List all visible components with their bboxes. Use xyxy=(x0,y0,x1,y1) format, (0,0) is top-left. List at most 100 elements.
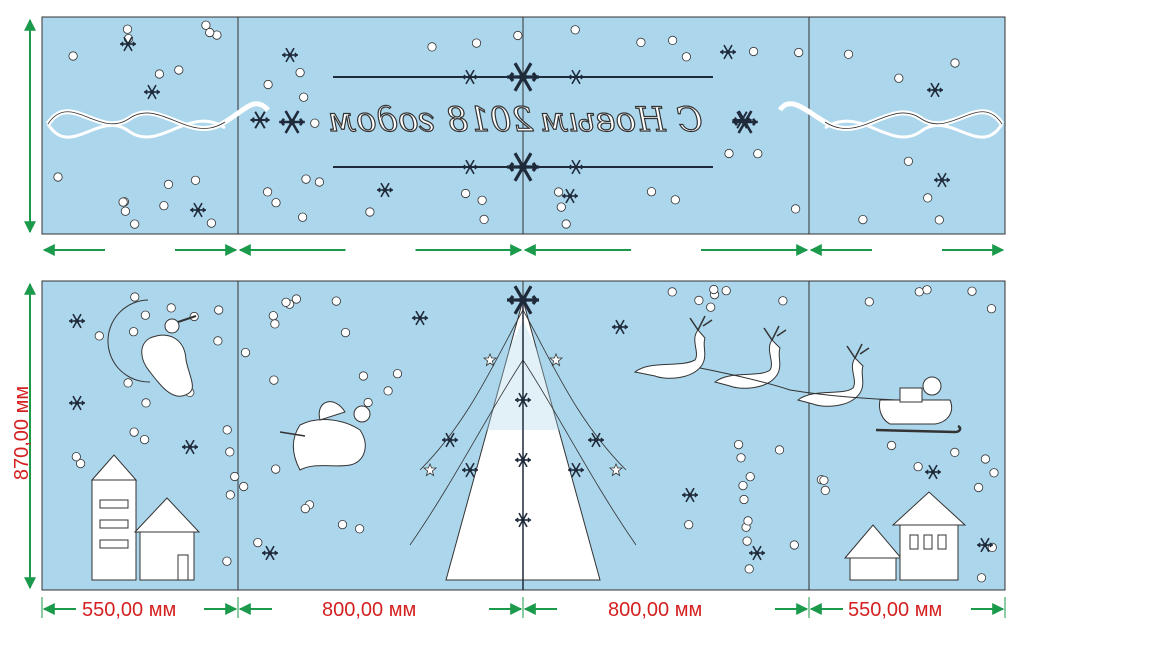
snow-dot xyxy=(154,69,164,79)
snow-dot xyxy=(271,464,281,474)
snow-dot xyxy=(744,564,754,574)
snow-dot xyxy=(331,296,341,306)
snow-dot xyxy=(790,204,801,214)
snow-dot xyxy=(778,296,788,306)
snow-dot xyxy=(140,310,150,320)
snow-dot xyxy=(561,219,571,229)
snow-dot xyxy=(76,458,86,469)
snow-dot xyxy=(570,25,580,35)
snow-dot xyxy=(358,371,368,381)
snow-dot xyxy=(903,156,914,166)
snow-dot xyxy=(843,49,854,59)
snow-dot xyxy=(297,212,308,222)
snow-dot xyxy=(365,207,375,217)
width-label-right: 550,00 мм xyxy=(844,598,947,622)
snow-dot xyxy=(129,427,139,437)
snow-dot xyxy=(709,284,719,295)
snow-dot xyxy=(923,193,933,203)
snow-dot xyxy=(340,327,351,338)
snow-dot xyxy=(479,214,489,224)
snow-dot xyxy=(789,540,799,550)
angel-icon xyxy=(141,315,197,397)
height-label: 870,00 мм xyxy=(11,385,33,481)
snow-dot xyxy=(667,35,678,46)
snow-dot xyxy=(206,218,216,228)
greeting-line-2: 2018 годом xyxy=(327,99,534,140)
snow-dot xyxy=(239,481,249,492)
width-label-center-left: 800,00 мм xyxy=(318,598,421,622)
dimension-lines xyxy=(24,18,1006,618)
snow-dot xyxy=(281,297,291,307)
snow-dot xyxy=(68,51,78,61)
greeting-frame xyxy=(333,61,713,183)
snow-dot xyxy=(819,475,829,485)
width-label-center-right: 800,00 мм xyxy=(604,598,707,622)
snow-dot xyxy=(310,118,320,128)
snow-dot xyxy=(225,490,235,500)
snow-dot xyxy=(270,319,280,329)
snow-dot xyxy=(513,30,523,41)
snow-dot xyxy=(913,462,923,472)
reindeer-icon xyxy=(796,343,870,407)
snow-dot xyxy=(460,188,471,199)
moon-icon xyxy=(107,299,151,383)
snow-dot xyxy=(301,174,311,184)
snow-dot xyxy=(753,149,763,159)
top-snow-dots xyxy=(53,20,960,229)
snow-dot xyxy=(268,311,278,321)
snow-dot xyxy=(129,327,139,337)
snow-dot xyxy=(894,73,904,83)
snow-dot xyxy=(392,369,403,379)
snow-dot xyxy=(163,179,174,189)
christmas-tree-icon xyxy=(409,284,637,590)
snow-dot xyxy=(794,47,804,58)
snow-dot xyxy=(225,447,235,457)
snow-dot xyxy=(724,148,734,159)
right-ornament-band xyxy=(777,101,1005,139)
snow-dot xyxy=(922,285,932,295)
snow-dot xyxy=(721,286,731,296)
snow-dot xyxy=(636,37,646,48)
snow-dot xyxy=(71,452,81,462)
snow-dot xyxy=(118,197,128,207)
snow-dot xyxy=(736,453,746,463)
snow-dot xyxy=(733,439,744,450)
snow-dot xyxy=(354,524,365,534)
snow-dot xyxy=(556,202,566,212)
snow-dot xyxy=(300,503,310,514)
bottom-strip xyxy=(41,280,1006,591)
snow-dot xyxy=(159,201,169,211)
snow-dot xyxy=(201,20,211,30)
snow-dot xyxy=(742,536,752,546)
snow-dot xyxy=(123,378,133,388)
snow-dot xyxy=(120,206,131,216)
snow-dot xyxy=(986,304,997,314)
snow-dot xyxy=(739,494,749,505)
angel-icon xyxy=(279,401,371,471)
snow-dot xyxy=(166,303,176,313)
snow-dot xyxy=(263,79,273,90)
snow-dot xyxy=(130,292,140,302)
snow-dot xyxy=(269,375,279,385)
house-icon xyxy=(891,491,967,581)
snow-dot xyxy=(950,58,960,68)
snow-dot xyxy=(950,447,960,457)
snow-dot xyxy=(253,537,263,548)
snow-dot xyxy=(271,198,281,208)
snow-dot xyxy=(427,42,437,52)
snow-dot xyxy=(738,480,748,491)
top-strip xyxy=(41,16,1006,235)
snow-dot xyxy=(706,302,716,312)
snow-dot xyxy=(681,52,692,62)
snow-dot xyxy=(667,287,677,297)
snow-dot xyxy=(980,454,991,464)
snow-dot xyxy=(553,187,564,197)
snow-dot xyxy=(337,519,348,530)
snow-dot xyxy=(646,187,657,197)
reindeer-icon xyxy=(633,315,713,379)
santa-sleigh-icon xyxy=(875,376,962,434)
snow-dot xyxy=(820,485,830,495)
snow-dot xyxy=(190,175,201,185)
snow-dot xyxy=(230,471,240,482)
snow-dot xyxy=(973,482,984,493)
